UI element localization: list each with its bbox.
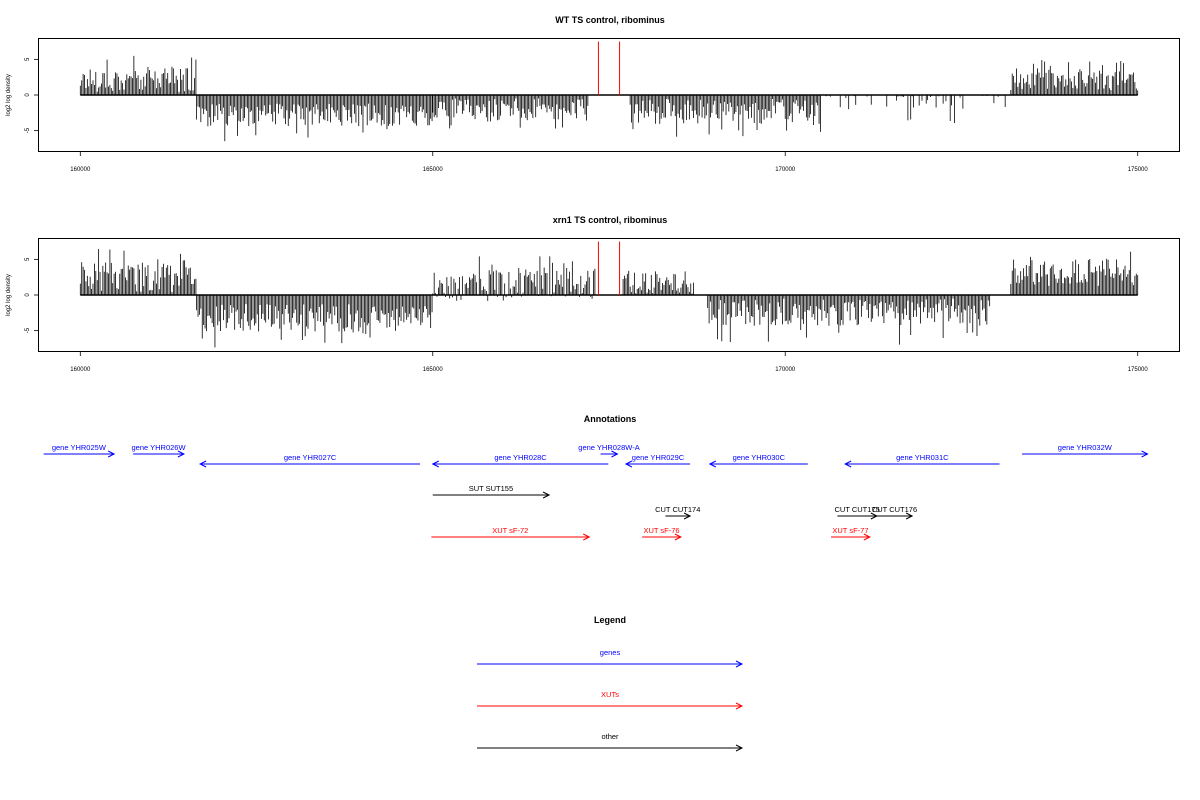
x-tick-label: 165000 — [423, 367, 444, 373]
feature-arrow-head — [863, 533, 871, 541]
x-tick-label: 160000 — [70, 367, 91, 373]
feature-arrow-head — [683, 512, 692, 520]
feature-label: CUT CUT174 — [655, 505, 700, 514]
annotation-feature: XUT sF-72 — [431, 526, 591, 541]
legend-item: genes — [477, 648, 744, 668]
panel-title-xrn1: xrn1 TS control, ribominus — [553, 215, 668, 225]
legend: Legend genes XUTs other — [477, 615, 744, 752]
annotation-feature: gene YHR029C — [624, 453, 691, 468]
annotation-feature: XUT sF-76 — [642, 526, 683, 541]
legend-arrow-head — [735, 660, 744, 668]
feature-arrow-head — [905, 512, 914, 520]
feature-arrow-head — [177, 450, 186, 458]
feature-arrow-head — [107, 450, 116, 458]
annotation-feature: gene YHR028W-A — [578, 443, 640, 458]
annotation-track: Annotations gene YHR025W gene YHR026Wgene… — [43, 414, 1149, 541]
y-tick-label: 5 — [25, 57, 31, 61]
annotation-feature: SUT SUT155 — [432, 484, 551, 499]
feature-label: gene YHR032W — [1058, 443, 1113, 452]
feature-label: gene YHR025W — [52, 443, 107, 452]
track-panel-wt: WT TS control, ribominus log2 log densit… — [6, 15, 1180, 173]
feature-label: CUT CUT176 — [872, 505, 917, 514]
annotation-feature: CUT CUT176 — [872, 505, 917, 520]
legend-items: genes XUTs other — [477, 648, 744, 752]
feature-arrow-head — [708, 460, 717, 468]
y-tick-label: 0 — [25, 93, 31, 97]
feature-arrow-head — [674, 533, 683, 541]
legend-label: XUTs — [601, 690, 619, 699]
y-tick-label: 5 — [25, 257, 31, 261]
feature-label: gene YHR030C — [733, 453, 786, 462]
x-tick-label: 160000 — [70, 167, 91, 173]
legend-title: Legend — [594, 615, 626, 625]
signal-bars-wt — [79, 41, 1139, 142]
feature-arrow-head — [1141, 450, 1149, 458]
legend-item: other — [477, 732, 744, 752]
y-tick-label: -5 — [25, 327, 31, 333]
feature-label: SUT SUT155 — [469, 484, 513, 493]
x-tick-label: 175000 — [1128, 367, 1149, 373]
legend-arrow-head — [735, 744, 744, 752]
legend-label: genes — [600, 648, 621, 657]
annotation-feature: gene YHR031C — [844, 453, 1000, 468]
annotation-feature: gene YHR030C — [708, 453, 808, 468]
feature-arrow-head — [431, 460, 439, 468]
x-tick-label: 170000 — [775, 167, 796, 173]
feature-arrow-head — [611, 450, 619, 458]
x-tick-label: 165000 — [423, 167, 444, 173]
panel-title-wt: WT TS control, ribominus — [555, 15, 665, 25]
feature-label: XUT sF-77 — [832, 526, 868, 535]
annotation-feature: CUT CUT174 — [655, 505, 700, 520]
feature-label: XUT sF-72 — [492, 526, 528, 535]
feature-label: CUT CUT175 — [834, 505, 879, 514]
plot-frame-wt — [38, 38, 1180, 152]
track-panel-xrn1: xrn1 TS control, ribominus log2 log dens… — [6, 215, 1180, 373]
feature-arrow-head — [542, 491, 551, 499]
y-tick-label: -5 — [25, 127, 31, 133]
legend-arrow-head — [735, 702, 744, 710]
feature-label: gene YHR028W-A — [578, 443, 639, 452]
legend-item: XUTs — [477, 690, 744, 710]
annotation-feature: gene YHR028C — [431, 453, 609, 468]
feature-label: XUT sF-76 — [643, 526, 679, 535]
y-axis-label-xrn1: log2 log density — [6, 274, 12, 316]
signal-bars-xrn1 — [79, 241, 1139, 348]
feature-arrow-head — [844, 460, 852, 468]
legend-label: other — [601, 732, 619, 741]
annotations-title: Annotations — [584, 414, 637, 424]
y-tick-label: 0 — [25, 293, 31, 297]
feature-arrow-head — [583, 533, 591, 541]
annotation-feature: gene YHR025W — [43, 443, 116, 458]
annotation-features: gene YHR025W gene YHR026W gene YHR027C gene… — [43, 443, 1149, 541]
feature-arrow-head — [624, 460, 633, 468]
x-tick-label: 170000 — [775, 367, 796, 373]
plot-frame-xrn1 — [38, 238, 1180, 352]
x-tick-label: 175000 — [1128, 167, 1149, 173]
y-axis-label-wt: log2 log density — [6, 74, 12, 116]
axes-wt: 160000 165000 170000 175000 5 0 -5 — [25, 57, 1148, 173]
annotation-feature: gene YHR032W — [1022, 443, 1149, 458]
feature-label: gene YHR031C — [896, 453, 949, 462]
feature-label: gene YHR029C — [632, 453, 685, 462]
feature-label: gene YHR027C — [284, 453, 337, 462]
annotation-feature: gene YHR026W — [132, 443, 187, 458]
annotation-feature: XUT sF-77 — [831, 526, 871, 541]
feature-label: gene YHR026W — [132, 443, 187, 452]
axes-xrn1: 160000 165000 170000 175000 5 0 -5 — [25, 257, 1148, 373]
feature-label: gene YHR028C — [494, 453, 547, 462]
feature-arrow-head — [199, 460, 207, 468]
annotation-feature: gene YHR027C — [199, 453, 421, 468]
